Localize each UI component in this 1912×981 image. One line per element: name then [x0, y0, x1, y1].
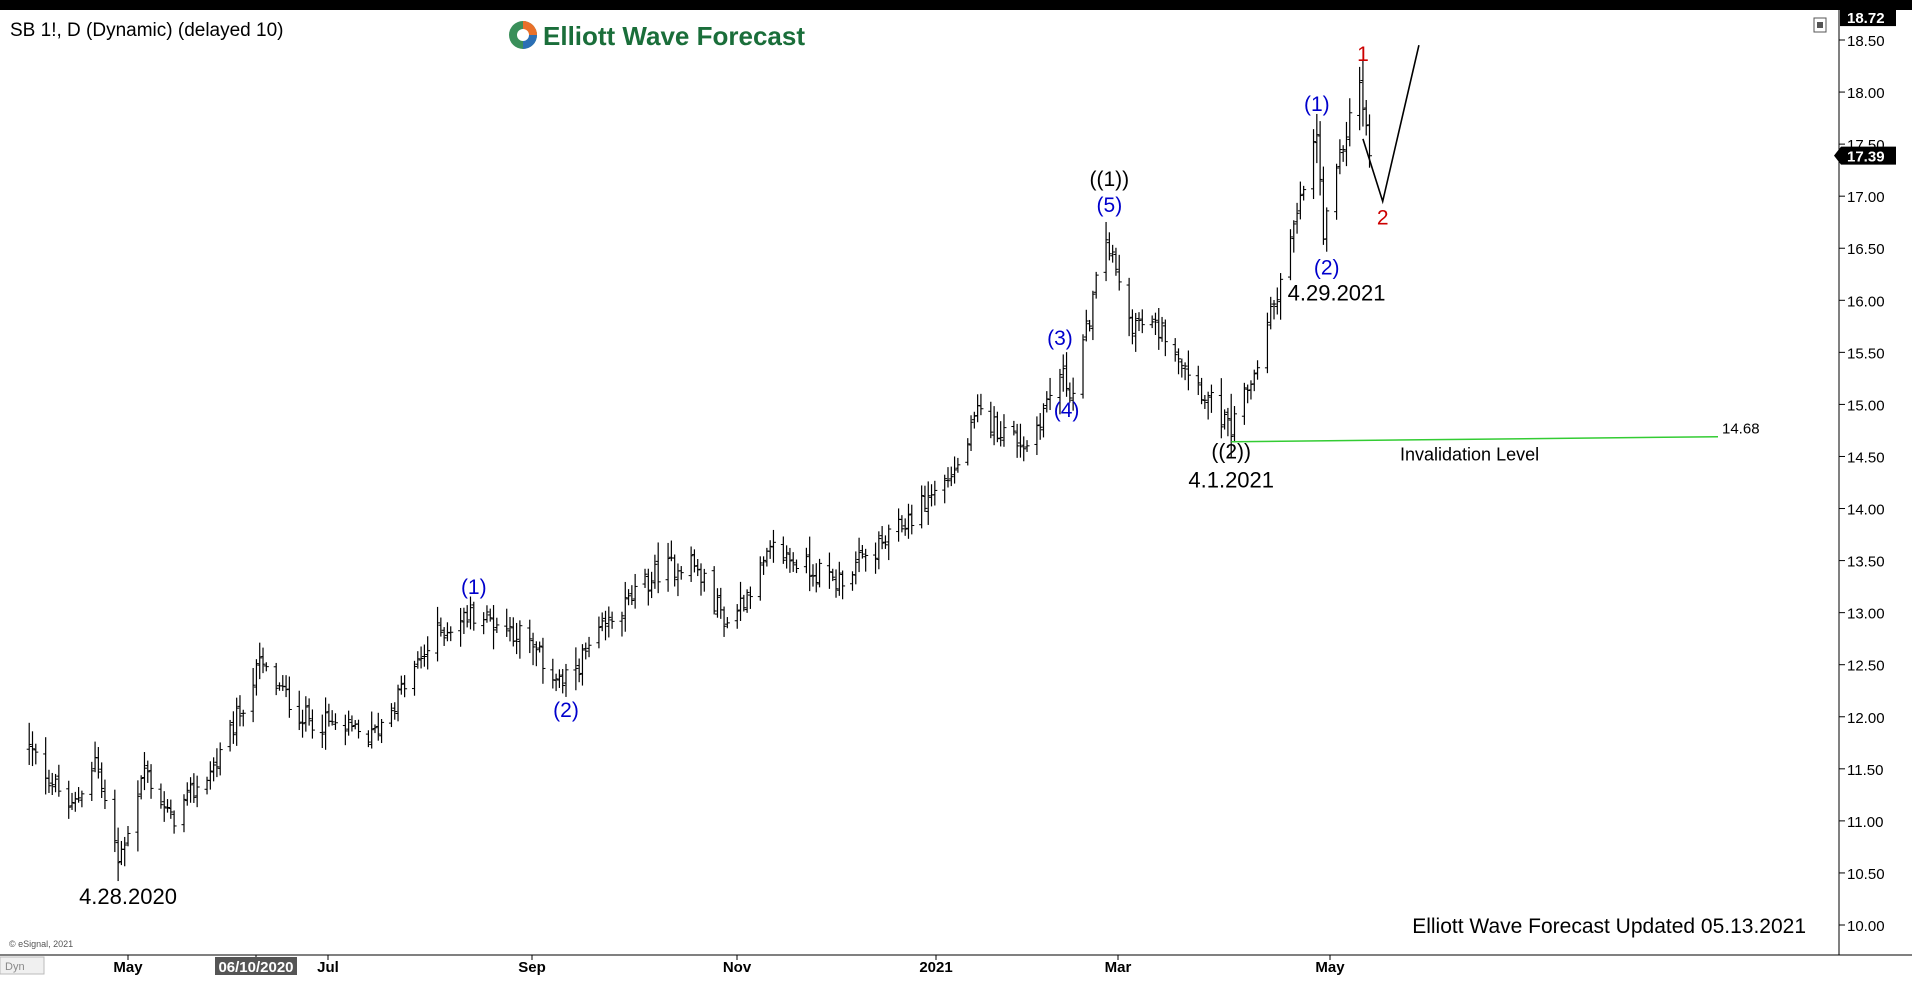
y-tick-label: 16.50 — [1847, 241, 1885, 258]
y-tick-label: 10.00 — [1847, 918, 1885, 935]
wave-label: (2) — [553, 699, 579, 722]
wave-projection — [1362, 45, 1420, 205]
wave-label: 2 — [1377, 206, 1389, 229]
crosshair-date-box — [215, 957, 297, 975]
y-tick-label: 13.50 — [1847, 554, 1885, 571]
brand-logo: Elliott Wave Forecast — [509, 21, 805, 51]
y-tick-label: 11.50 — [1847, 762, 1883, 779]
y-tick-label: 12.00 — [1847, 710, 1885, 727]
price-bars — [26, 60, 1373, 882]
wave-label: (3) — [1047, 327, 1073, 350]
last-price-tag-label: 17.39 — [1847, 149, 1885, 166]
date-annotation: 4.28.2020 — [79, 884, 177, 909]
invalidation-line — [1231, 435, 1719, 443]
symbol-title: SB 1!, D (Dynamic) (delayed 10) — [10, 20, 284, 41]
y-tick-label: 10.50 — [1847, 866, 1885, 883]
high-price-tag — [1840, 8, 1896, 27]
invalidation-label: Invalidation Level — [1400, 445, 1539, 465]
wave-label: ((2)) — [1211, 441, 1251, 464]
y-tick-label: 15.50 — [1847, 345, 1885, 362]
wave-label: (2) — [1314, 256, 1340, 279]
y-tick-label: 18.50 — [1847, 33, 1885, 50]
dyn-label: Dyn — [5, 961, 25, 973]
invalidation-value: 14.68 — [1722, 421, 1760, 438]
copyright-note: © eSignal, 2021 — [9, 939, 73, 949]
projection-path — [1362, 45, 1420, 205]
y-tick-label: 18.00 — [1847, 85, 1885, 102]
high-price-tag-label: 18.72 — [1847, 10, 1885, 27]
wave-labels: (1) (2) (3) (4) (5) ((1)) ((2)) (1) (2) 1 2 4.28.20… — [79, 43, 1388, 909]
wave-label: (5) — [1097, 194, 1123, 217]
corner-controls[interactable]: Dyn — [0, 17, 1827, 975]
dyn-box[interactable] — [0, 956, 45, 975]
y-tick-label: 11.00 — [1847, 814, 1883, 831]
x-tick-label: May — [1315, 959, 1345, 976]
top-border — [0, 0, 1912, 10]
x-tick-label: May — [113, 959, 143, 976]
brand-name: Elliott Wave Forecast — [543, 21, 805, 51]
y-tick-label: 15.00 — [1847, 397, 1885, 414]
wave-label: (4) — [1054, 399, 1080, 422]
x-tick-label: Sep — [518, 959, 546, 976]
x-tick-label: Mar — [1105, 959, 1132, 976]
updated-note: Elliott Wave Forecast Updated 05.13.2021 — [1412, 915, 1806, 938]
price-tags: 18.72 17.39 — [1834, 8, 1896, 166]
price-axis: 18.5018.0017.5017.0016.5016.0015.5015.00… — [1839, 33, 1885, 935]
y-tick-label: 12.50 — [1847, 658, 1885, 675]
y-tick-label: 16.00 — [1847, 293, 1885, 310]
x-tick-label: Nov — [723, 959, 752, 976]
wave-label: (1) — [461, 576, 487, 599]
restore-icon-inner — [1817, 22, 1823, 28]
time-axis: May 06/10/2020 Jul Sep Nov 2021 Mar May — [113, 955, 1345, 976]
wave-label: (1) — [1304, 93, 1330, 116]
wave-label: 1 — [1357, 43, 1369, 66]
x-tick-label: Jul — [317, 959, 339, 976]
x-tick-label: 06/10/2020 — [218, 959, 293, 976]
invalidation-level: 14.68 Invalidation Level — [1231, 421, 1760, 465]
last-price-tag — [1834, 146, 1896, 165]
y-tick-label: 14.00 — [1847, 502, 1885, 519]
wave-label: ((1)) — [1090, 168, 1130, 191]
y-tick-label: 17.00 — [1847, 189, 1885, 206]
date-annotation: 4.1.2021 — [1188, 468, 1274, 493]
y-tick-label: 14.50 — [1847, 449, 1885, 466]
date-annotation: 4.29.2021 — [1288, 280, 1386, 305]
y-tick-label: 13.00 — [1847, 606, 1885, 623]
x-tick-label: 2021 — [919, 959, 952, 976]
